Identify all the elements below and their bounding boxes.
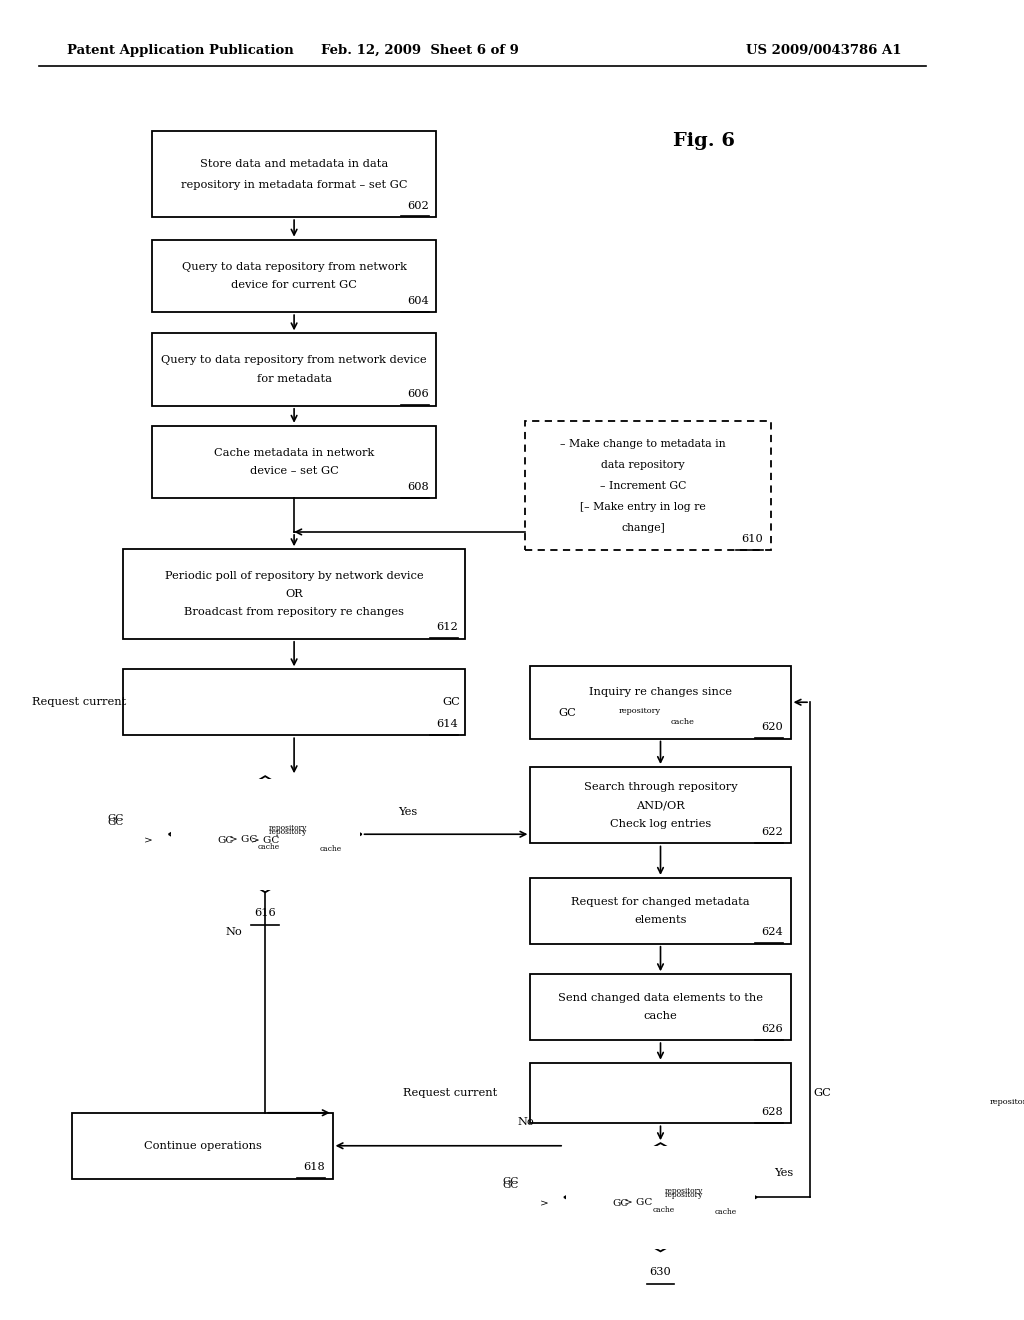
Text: Search through repository: Search through repository (584, 781, 737, 792)
Text: GC: GC (503, 1177, 519, 1185)
Text: 628: 628 (761, 1106, 783, 1117)
Text: repository: repository (269, 828, 307, 836)
Text: >: > (540, 1199, 552, 1208)
Text: cache: cache (715, 1208, 737, 1217)
Text: [– Make entry in log re: [– Make entry in log re (581, 502, 706, 512)
Text: GC: GC (108, 814, 124, 822)
Text: GC: GC (108, 818, 124, 826)
Text: device – set GC: device – set GC (250, 466, 339, 477)
Text: Request current: Request current (32, 697, 130, 708)
Text: Feb. 12, 2009  Sheet 6 of 9: Feb. 12, 2009 Sheet 6 of 9 (321, 44, 518, 57)
Text: repository: repository (665, 1187, 702, 1195)
Text: 614: 614 (436, 718, 458, 729)
Bar (525, 421, 771, 550)
Text: 612: 612 (436, 622, 458, 632)
Text: 620: 620 (761, 722, 783, 731)
Text: Send changed data elements to the: Send changed data elements to the (558, 993, 763, 1003)
Bar (152, 333, 436, 407)
Text: Cache metadata in network: Cache metadata in network (214, 447, 374, 458)
Text: GC: GC (217, 836, 233, 845)
Text: repository: repository (269, 824, 307, 832)
Text: US 2009/0043786 A1: US 2009/0043786 A1 (746, 44, 901, 57)
Text: Request current: Request current (403, 1088, 501, 1098)
Text: repository in metadata format – set GC: repository in metadata format – set GC (181, 180, 408, 190)
Bar (566, 1146, 755, 1249)
Text: 618: 618 (303, 1162, 325, 1172)
Text: No: No (226, 927, 243, 937)
Text: cache: cache (671, 718, 694, 726)
Text: repository: repository (618, 708, 662, 715)
Text: GC: GC (813, 1088, 831, 1098)
Bar (530, 878, 791, 944)
Text: Patent Application Publication: Patent Application Publication (68, 44, 294, 57)
Text: Query to data repository from network: Query to data repository from network (181, 261, 407, 272)
Text: GC: GC (558, 708, 577, 718)
Text: Inquiry re changes since: Inquiry re changes since (589, 686, 732, 697)
Bar (530, 1063, 791, 1123)
Text: Broadcast from repository re changes: Broadcast from repository re changes (184, 607, 404, 618)
Bar (152, 425, 436, 498)
Text: 604: 604 (407, 296, 429, 305)
Text: Request for changed metadata: Request for changed metadata (571, 896, 750, 907)
Text: for metadata: for metadata (257, 374, 332, 384)
Text: 606: 606 (407, 389, 429, 399)
Text: 616: 616 (254, 908, 276, 919)
Text: data repository: data repository (601, 459, 685, 470)
Text: repository: repository (990, 1098, 1024, 1106)
Bar (530, 665, 791, 739)
Text: – Make change to metadata in: – Make change to metadata in (560, 438, 726, 449)
Text: 626: 626 (761, 1023, 783, 1034)
Text: 610: 610 (741, 533, 763, 544)
Text: GC: GC (503, 1181, 519, 1189)
Text: GC: GC (612, 1199, 629, 1208)
Text: 608: 608 (407, 482, 429, 491)
Text: change]: change] (622, 523, 665, 533)
Text: Store data and metadata in data: Store data and metadata in data (200, 158, 388, 169)
Text: AND/OR: AND/OR (636, 800, 685, 810)
Text: cache: cache (652, 1206, 675, 1214)
Text: Periodic poll of repository by network device: Periodic poll of repository by network d… (165, 570, 423, 581)
Text: elements: elements (634, 915, 687, 925)
Polygon shape (564, 1143, 757, 1251)
Text: > GC: > GC (625, 1199, 652, 1206)
Bar (152, 240, 436, 312)
Text: Fig. 6: Fig. 6 (673, 132, 735, 150)
Text: Check log entries: Check log entries (610, 818, 711, 829)
Polygon shape (169, 776, 361, 892)
Bar (171, 779, 359, 890)
Text: cache: cache (257, 843, 280, 851)
Text: – Increment GC: – Increment GC (600, 480, 686, 491)
Bar (152, 131, 436, 216)
Text: device for current GC: device for current GC (231, 280, 357, 290)
Text: cache: cache (644, 1011, 678, 1022)
Bar (123, 669, 465, 735)
Text: Yes: Yes (398, 807, 418, 817)
Bar (73, 1113, 333, 1179)
Text: Yes: Yes (774, 1168, 794, 1179)
Text: repository: repository (665, 1191, 702, 1199)
Text: cache: cache (319, 845, 342, 854)
Text: 630: 630 (649, 1267, 672, 1278)
Text: 602: 602 (407, 201, 429, 210)
Text: > GC: > GC (251, 836, 280, 845)
Text: >: > (144, 836, 157, 845)
Text: No: No (517, 1117, 534, 1127)
Bar (530, 974, 791, 1040)
Text: Continue operations: Continue operations (143, 1140, 261, 1151)
Bar (123, 549, 465, 639)
Bar (530, 767, 791, 843)
Text: 622: 622 (761, 826, 783, 837)
Text: Query to data repository from network device: Query to data repository from network de… (162, 355, 427, 366)
Text: 624: 624 (761, 927, 783, 937)
Text: OR: OR (286, 589, 303, 599)
Text: GC: GC (442, 697, 460, 708)
Text: > GC: > GC (229, 836, 257, 843)
